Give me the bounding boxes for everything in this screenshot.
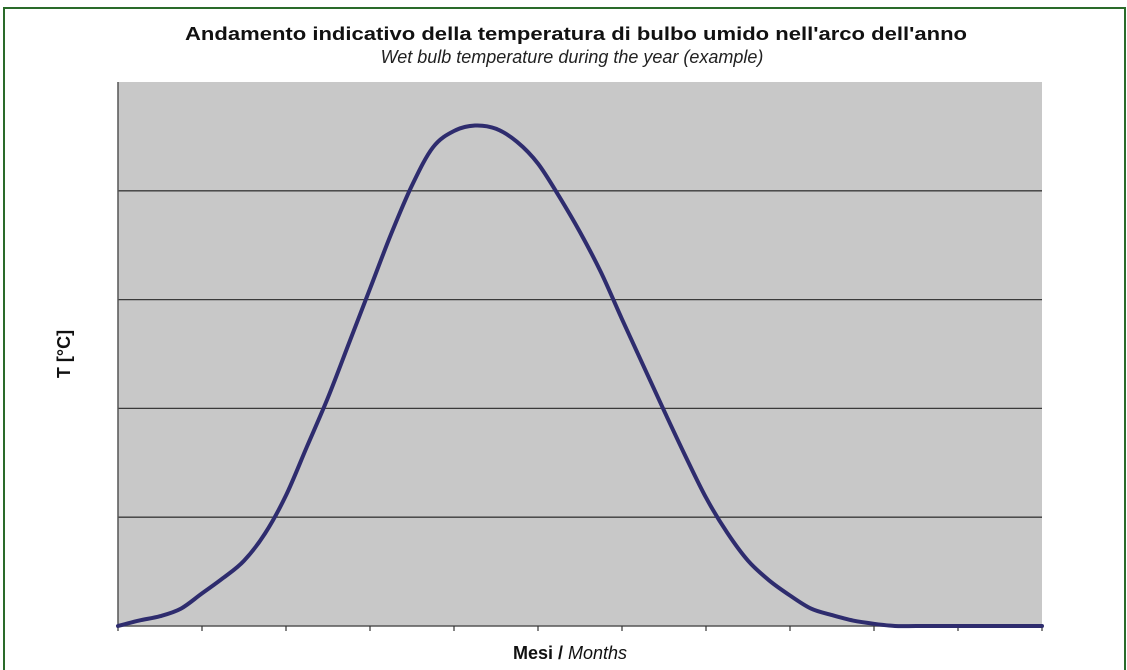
x-axis-label-separator: / [553, 643, 568, 663]
x-axis-label-main: Mesi [513, 643, 553, 663]
chart-title: Andamento indicativo della temperatura d… [185, 24, 967, 44]
chart-subtitle: Wet bulb temperature during the year (ex… [381, 47, 764, 67]
x-axis-label: Mesi / Months [513, 643, 627, 663]
x-axis-label-italic: Months [568, 643, 627, 663]
y-axis-label: T [°C] [54, 330, 74, 378]
